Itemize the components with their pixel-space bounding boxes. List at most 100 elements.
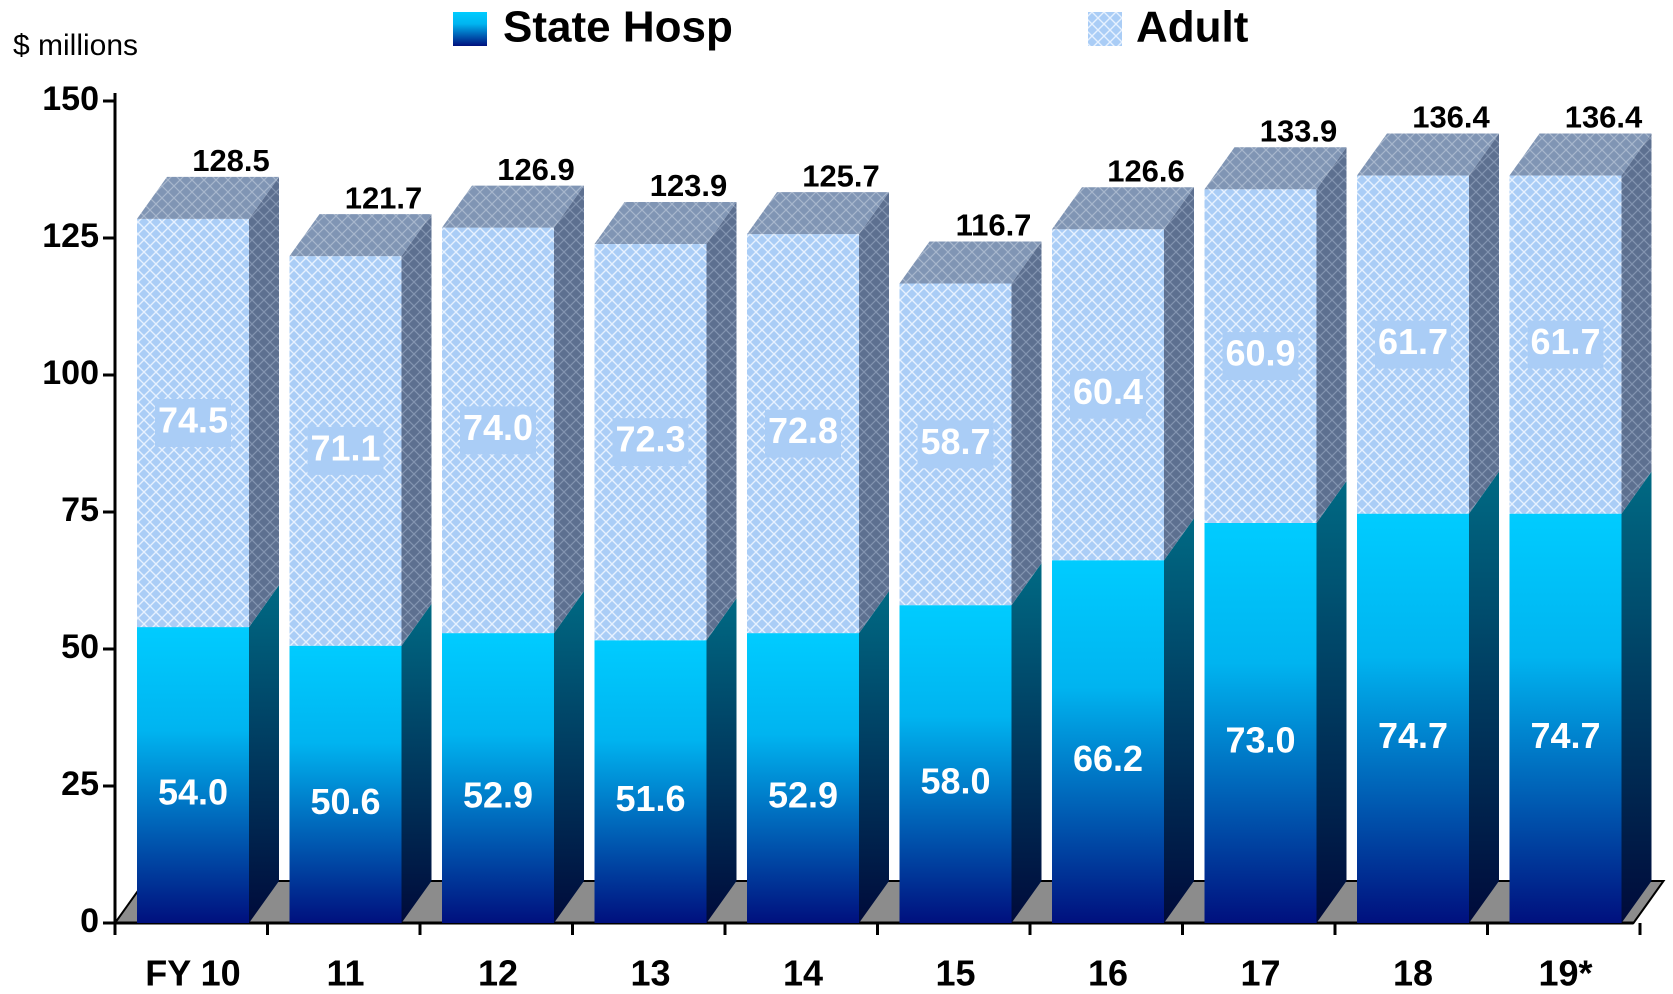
legend-swatch [1088, 12, 1122, 46]
bar-side [1011, 241, 1042, 606]
bar-side [554, 591, 584, 923]
x-tick-label: 11 [326, 953, 364, 994]
value-label: 58.0 [920, 761, 990, 802]
bar-side [249, 585, 279, 923]
bar [1052, 560, 1164, 923]
bar-side [1621, 471, 1652, 923]
value-label: 74.7 [1378, 715, 1448, 756]
value-label-bg [307, 426, 384, 475]
value-label-bg [1222, 332, 1299, 381]
bar [747, 633, 859, 923]
total-label: 116.7 [956, 208, 1032, 243]
value-label: 61.7 [1378, 321, 1448, 362]
bar-side [706, 202, 737, 641]
bar-side [1316, 147, 1347, 523]
value-label: 51.6 [615, 778, 685, 819]
y-tick-label: 25 [61, 765, 99, 803]
total-label: 126.9 [497, 152, 575, 187]
bar [442, 633, 554, 923]
bar [137, 627, 249, 923]
x-tick-label: 19* [1538, 953, 1592, 994]
bar [1204, 522, 1317, 923]
y-tick-label: 100 [42, 354, 99, 392]
value-label-bg [612, 418, 689, 467]
bar [1509, 513, 1622, 923]
total-label: 128.5 [192, 143, 270, 178]
bar-top [899, 241, 1042, 284]
total-label: 125.7 [802, 158, 880, 193]
bar-side [249, 176, 279, 628]
total-label: 136.4 [1565, 100, 1643, 135]
value-label-bg [155, 398, 231, 447]
bar-side [1164, 187, 1194, 561]
y-tick-label: 75 [61, 491, 99, 529]
y-axis-label: $ millions [13, 29, 138, 62]
y-tick-label: 150 [42, 80, 99, 118]
bar-side [706, 598, 737, 923]
y-tick-label: 125 [42, 217, 99, 255]
bar-top [1509, 133, 1652, 176]
bar-side [1469, 471, 1499, 923]
value-label: 66.2 [1073, 738, 1143, 779]
bar-top [137, 176, 279, 219]
value-label: 50.6 [310, 781, 380, 822]
bar-side [1316, 480, 1347, 923]
x-tick-label: 17 [1240, 953, 1280, 994]
value-label-bg [1070, 370, 1146, 419]
value-label: 74.7 [1530, 715, 1600, 756]
y-tick-label: 50 [61, 628, 99, 666]
total-label: 121.7 [345, 180, 423, 215]
bar [1357, 513, 1469, 923]
value-label-bg [765, 409, 841, 458]
total-label: 123.9 [650, 168, 728, 203]
bar-top [747, 192, 889, 235]
value-label-bg [917, 420, 994, 469]
value-label-bg [460, 406, 536, 455]
value-label: 60.4 [1073, 371, 1143, 412]
value-label: 71.1 [310, 427, 380, 468]
total-label: 136.4 [1412, 100, 1490, 135]
bar-side [1164, 518, 1194, 923]
legend-label: Adult [1136, 3, 1249, 52]
x-tick-label: 15 [935, 953, 975, 994]
value-label: 72.8 [768, 410, 838, 451]
bar-side [401, 214, 432, 646]
bar [594, 640, 707, 923]
value-label-bg [1375, 320, 1451, 369]
total-label: 126.6 [1107, 153, 1185, 188]
value-label-bg [1527, 320, 1604, 369]
bar [289, 645, 402, 923]
value-label: 72.3 [615, 419, 685, 460]
legend-swatch [453, 12, 487, 46]
x-tick-label: 14 [783, 953, 823, 994]
bar [899, 605, 1012, 923]
value-label: 74.0 [463, 407, 533, 448]
bar-side [1621, 133, 1652, 514]
bar-top [442, 185, 584, 228]
value-label: 52.9 [768, 775, 838, 816]
value-label: 60.9 [1225, 333, 1295, 374]
bar-side [859, 192, 889, 634]
bar-top [1357, 133, 1499, 176]
x-tick-label: 12 [478, 953, 518, 994]
x-tick-label: 13 [630, 953, 670, 994]
bar-side [1011, 563, 1042, 923]
total-label: 133.9 [1260, 113, 1338, 148]
bar-side [1469, 133, 1499, 514]
x-tick-label: FY 10 [145, 953, 240, 994]
x-tick-label: 16 [1088, 953, 1128, 994]
value-label: 52.9 [463, 775, 533, 816]
bar-side [859, 591, 889, 923]
x-tick-label: 18 [1393, 953, 1433, 994]
bar-top [1052, 187, 1194, 230]
value-label: 54.0 [158, 772, 228, 813]
bar-top [1204, 147, 1347, 190]
value-label: 73.0 [1225, 719, 1295, 760]
bar-top [289, 214, 432, 257]
bar-top [594, 202, 737, 245]
value-label: 61.7 [1530, 321, 1600, 362]
value-label: 58.7 [920, 421, 990, 462]
bar-side [401, 603, 432, 923]
